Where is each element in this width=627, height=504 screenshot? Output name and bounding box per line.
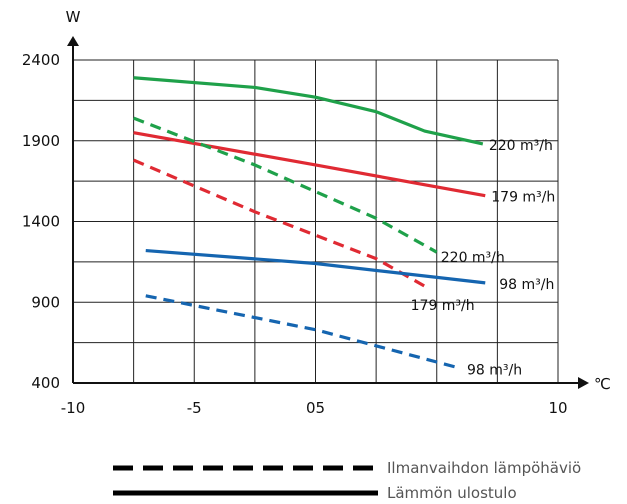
series-line bbox=[132, 158, 426, 288]
y-tick-label: 1900 bbox=[22, 132, 60, 150]
x-axis-arrow bbox=[578, 377, 589, 389]
series-label: 98 m³/h bbox=[499, 277, 554, 293]
y-tick-label: 2400 bbox=[22, 51, 60, 69]
x-tick-label: 05 bbox=[306, 399, 325, 417]
legend: Ilmanvaihdon lämpöhäviö Lämmön ulostulo bbox=[113, 459, 581, 502]
series-label: 179 m³/h bbox=[491, 190, 555, 206]
series-label: 98 m³/h bbox=[467, 362, 522, 378]
x-axis-unit: ℃ bbox=[594, 375, 611, 393]
y-tick-label: 900 bbox=[31, 293, 60, 311]
series-label: 220 m³/h bbox=[441, 250, 505, 266]
x-tick-label: 10 bbox=[548, 399, 567, 417]
x-tick-label: -10 bbox=[61, 399, 86, 417]
series-label: 220 m³/h bbox=[489, 138, 553, 154]
series-line bbox=[133, 131, 486, 198]
legend-label: Ilmanvaihdon lämpöhäviö bbox=[387, 459, 581, 477]
series-label: 179 m³/h bbox=[411, 298, 475, 314]
x-tick-label: -5 bbox=[187, 399, 202, 417]
series-line bbox=[145, 248, 486, 285]
series-line bbox=[133, 76, 484, 146]
y-tick-label: 400 bbox=[31, 374, 60, 392]
y-axis-arrow bbox=[67, 36, 79, 46]
grid bbox=[73, 59, 559, 383]
series-line bbox=[145, 294, 462, 371]
y-axis-unit: W bbox=[66, 8, 81, 26]
legend-label: Lämmön ulostulo bbox=[387, 484, 517, 502]
series-line bbox=[133, 116, 438, 254]
y-tick-label: 1400 bbox=[22, 213, 60, 231]
